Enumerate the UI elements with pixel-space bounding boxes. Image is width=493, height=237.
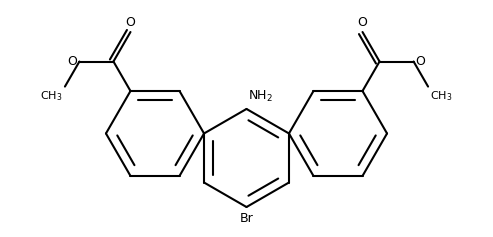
- Text: CH$_3$: CH$_3$: [40, 89, 63, 103]
- Text: NH$_2$: NH$_2$: [248, 88, 273, 104]
- Text: O: O: [416, 55, 425, 68]
- Text: CH$_3$: CH$_3$: [430, 89, 453, 103]
- Text: O: O: [357, 16, 367, 29]
- Text: O: O: [68, 55, 77, 68]
- Text: O: O: [126, 16, 136, 29]
- Text: Br: Br: [240, 212, 253, 225]
